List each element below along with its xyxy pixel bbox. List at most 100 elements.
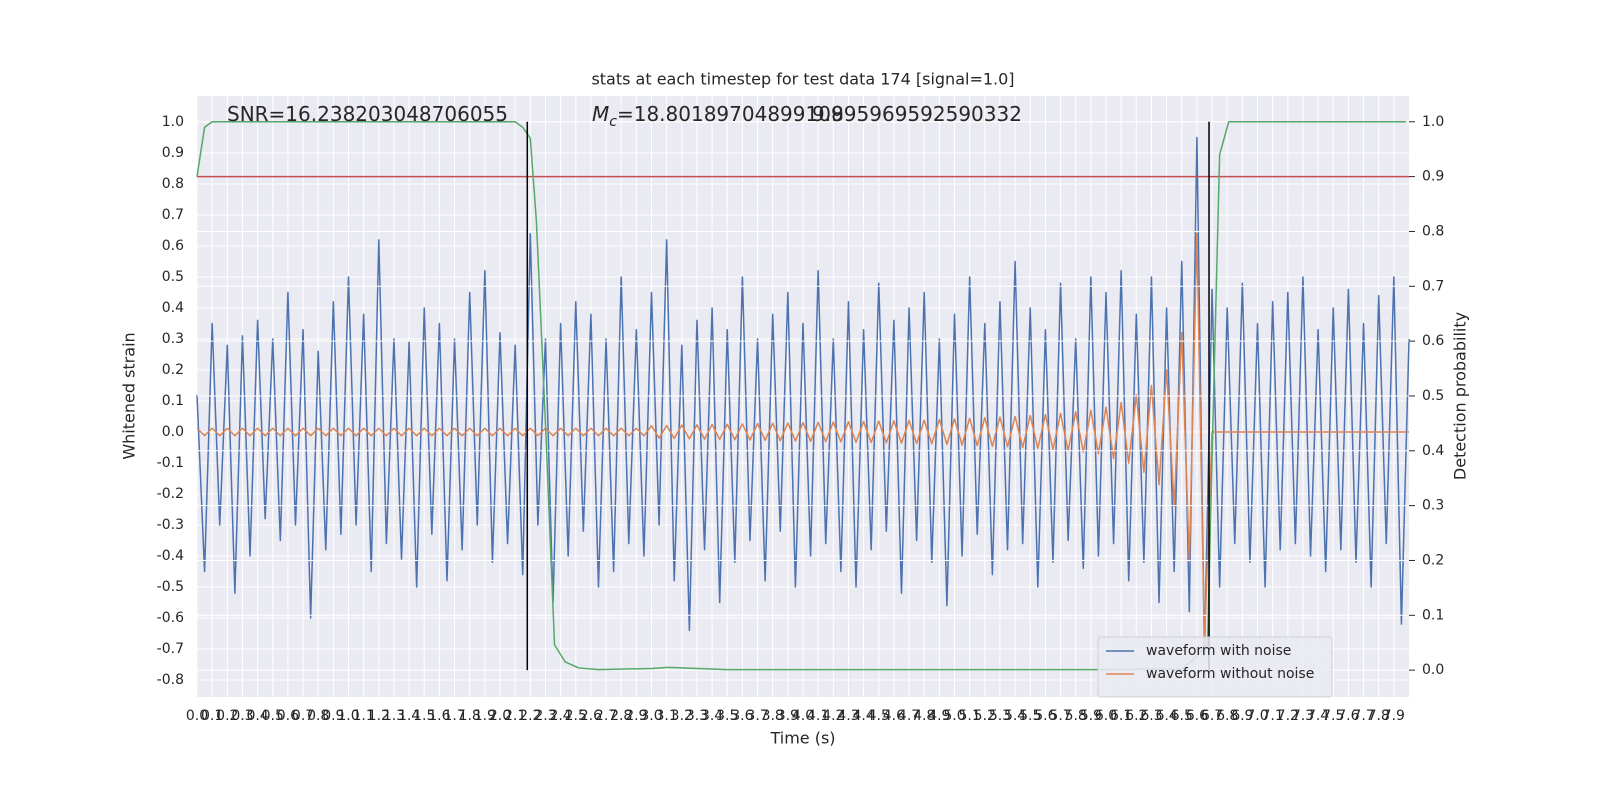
y2-tick-label: 0.1 [1422, 607, 1444, 623]
x-tick-label: 4.5 [868, 708, 890, 724]
series-line [196, 121, 1406, 671]
annotation: SNR=16.238203048706055 [227, 102, 508, 126]
y2-tick-label: 0.9 [1422, 169, 1444, 185]
y2-tick-label: 0.4 [1422, 443, 1444, 459]
x-tick-label: 7.1 [1262, 708, 1284, 724]
x-tick-label: 0.1 [201, 708, 223, 724]
x-tick-label: 5.2 [974, 708, 996, 724]
x-tick-label: 6.4 [1155, 708, 1177, 724]
x-tick-label: 0.9 [322, 708, 344, 724]
x-tick-label: 2.4 [549, 708, 571, 724]
x-tick-label: 1.3 [383, 708, 405, 724]
x-tick-label: 4.4 [852, 708, 874, 724]
annotation-symbol: M [592, 102, 609, 126]
x-tick-label: 7.6 [1337, 708, 1359, 724]
x-tick-label: 7.8 [1368, 708, 1390, 724]
annotation-subscript: c [609, 114, 617, 130]
legend-label: waveform without noise [1146, 666, 1314, 682]
overlays [196, 121, 1409, 671]
marks [196, 136, 1410, 656]
x-tick-label: 7.3 [1292, 708, 1314, 724]
x-tick-label: 7.7 [1352, 708, 1374, 724]
x-tick-label: 3.2 [671, 708, 693, 724]
x-tick-label: 5.9 [1080, 708, 1102, 724]
x-tick-label: 3.0 [640, 708, 662, 724]
chart-title: stats at each timestep for test data 174… [591, 70, 1014, 89]
y2-tick-label: 0.5 [1422, 388, 1444, 404]
y2-tick-label: 0.6 [1422, 333, 1444, 349]
x-tick-label: 1.1 [353, 708, 375, 724]
x-tick-label: 7.4 [1307, 708, 1329, 724]
x-tick-label: 1.7 [443, 708, 465, 724]
x-tick-label: 6.8 [1216, 708, 1238, 724]
x-tick-label: 6.3 [1140, 708, 1162, 724]
x-tick-label: 6.6 [1186, 708, 1208, 724]
y2-tick-label: 0.2 [1422, 552, 1444, 568]
y2-axis-label: Detection probability [1451, 312, 1470, 480]
x-tick-label: 6.1 [1110, 708, 1132, 724]
x-tick-label: 3.9 [777, 708, 799, 724]
x-tick-label: 5.3 [989, 708, 1011, 724]
y-tick-label: -0.7 [157, 641, 184, 657]
y-tick-label: -0.8 [157, 672, 184, 688]
x-tick-label: 1.4 [398, 708, 420, 724]
annotation: Mc=18.80189704899109 [592, 102, 844, 130]
x-tick-label: 7.2 [1277, 708, 1299, 724]
x-tick-label: 7.9 [1383, 708, 1405, 724]
x-tick-label: 0.7 [292, 708, 314, 724]
x-tick-label: 4.8 [913, 708, 935, 724]
y-tick-label: 0.8 [162, 176, 184, 192]
x-tick-label: 1.2 [368, 708, 390, 724]
y-tick-label: 0.6 [162, 238, 184, 254]
legend-box [1097, 636, 1333, 698]
x-tick-label: 0.4 [246, 708, 268, 724]
x-tick-label: 6.0 [1095, 708, 1117, 724]
x-tick-label: 2.2 [519, 708, 541, 724]
x-tick-label: 3.4 [701, 708, 723, 724]
x-tick-label: 4.1 [807, 708, 829, 724]
x-tick-label: 2.8 [610, 708, 632, 724]
y2-tick-label: 1.0 [1422, 114, 1444, 130]
x-tick-label: 5.8 [1065, 708, 1087, 724]
y-tick-label: 1.0 [162, 114, 184, 130]
x-tick-label: 4.7 [898, 708, 920, 724]
x-tick-label: 1.5 [413, 708, 435, 724]
y2-tick-label: 0.7 [1422, 278, 1444, 294]
x-tick-label: 2.5 [565, 708, 587, 724]
annotation-text: =18.80189704899109 [617, 102, 844, 126]
x-tick-label: 5.7 [1049, 708, 1071, 724]
y2-tick-label: 0.8 [1422, 223, 1444, 239]
x-tick-label: 2.0 [489, 708, 511, 724]
x-tick-label: 1.9 [474, 708, 496, 724]
y-axis-label: Whitened strain [120, 332, 139, 459]
y-tick-label: -0.1 [157, 455, 184, 471]
x-tick-label: 6.5 [1171, 708, 1193, 724]
x-tick-label: 0.8 [307, 708, 329, 724]
grid [196, 96, 1409, 697]
x-tick-label: 2.6 [580, 708, 602, 724]
y-tick-label: 0.4 [162, 300, 184, 316]
x-axis-label: Time (s) [769, 729, 835, 748]
x-tick-label: 4.0 [792, 708, 814, 724]
x-tick-label: 3.7 [746, 708, 768, 724]
x-tick-label: 5.0 [943, 708, 965, 724]
y-tick-label: 0.5 [162, 269, 184, 285]
y-tick-label: 0.9 [162, 145, 184, 161]
x-tick-label: 0.6 [277, 708, 299, 724]
annotation: 9.895969592590332 [812, 102, 1022, 126]
x-tick-label: 2.1 [504, 708, 526, 724]
x-tick-label: 3.1 [656, 708, 678, 724]
x-tick-label: 5.1 [959, 708, 981, 724]
x-tick-label: 4.3 [837, 708, 859, 724]
x-tick-label: 6.9 [1231, 708, 1253, 724]
x-tick-label: 0.0 [186, 708, 208, 724]
x-tick-label: 7.5 [1322, 708, 1344, 724]
x-tick-label: 1.6 [428, 708, 450, 724]
y-tick-label: -0.5 [157, 579, 184, 595]
x-tick-label: 0.2 [216, 708, 238, 724]
x-tick-label: 5.5 [1019, 708, 1041, 724]
x-tick-label: 1.8 [459, 708, 481, 724]
x-tick-label: 1.0 [337, 708, 359, 724]
